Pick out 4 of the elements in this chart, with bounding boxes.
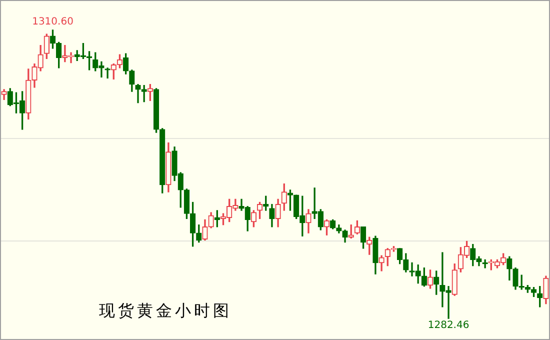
text: 现货黄金小时图	[99, 301, 232, 322]
annotation: 1282.46	[428, 320, 470, 332]
annotation: 1310.60	[32, 16, 74, 28]
candlestick	[104, 68, 110, 78]
